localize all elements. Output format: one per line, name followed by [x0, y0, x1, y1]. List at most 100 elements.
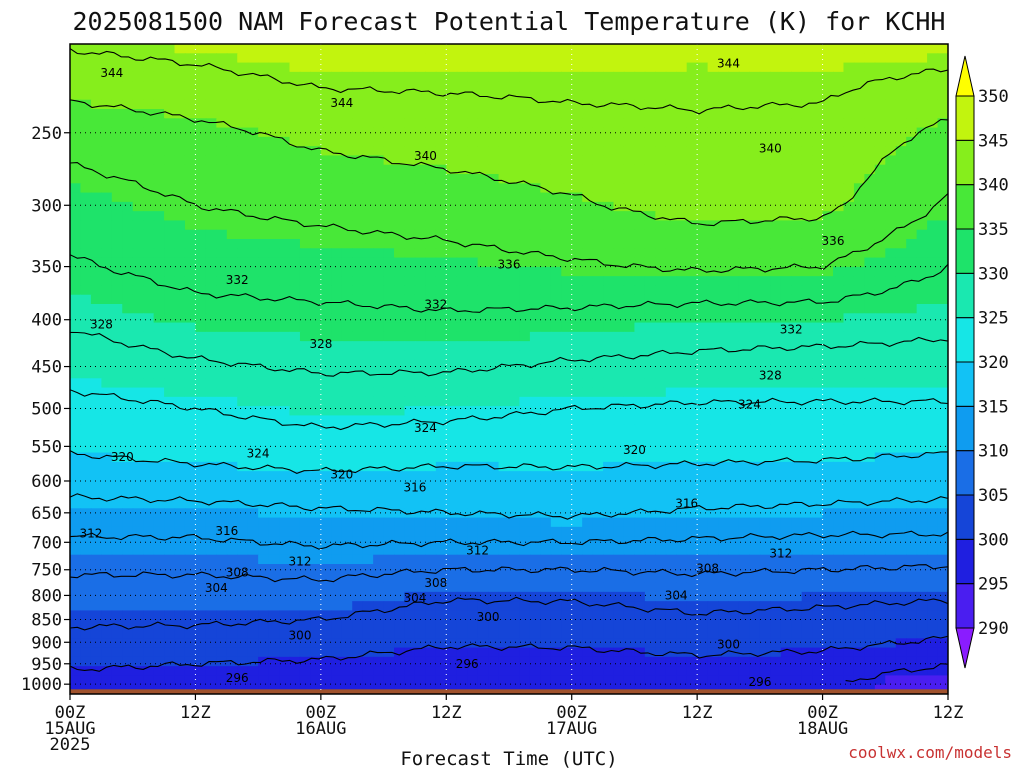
heatmap-cell — [383, 434, 395, 444]
heatmap-cell — [676, 164, 688, 175]
heatmap-cell — [885, 183, 897, 194]
heatmap-cell — [916, 461, 928, 472]
heatmap-cell — [623, 396, 636, 407]
heatmap-cell — [822, 499, 834, 509]
heatmap-cell — [686, 313, 698, 324]
heatmap-cell — [644, 266, 656, 277]
heatmap-cell — [843, 582, 855, 593]
heatmap-cell — [780, 44, 792, 54]
heatmap-cell — [749, 517, 761, 528]
heatmap-cell — [498, 443, 510, 454]
heatmap-cell — [916, 573, 928, 584]
heatmap-cell — [582, 81, 594, 92]
heatmap-cell — [268, 508, 280, 519]
heatmap-cell — [540, 554, 552, 565]
heatmap-cell — [101, 545, 113, 556]
heatmap-cell — [738, 489, 750, 500]
heatmap-cell — [216, 508, 228, 519]
heatmap-cell — [341, 591, 353, 602]
heatmap-cell — [540, 387, 552, 398]
heatmap-cell — [728, 276, 740, 287]
heatmap-cell — [205, 146, 217, 157]
heatmap-cell — [561, 415, 573, 426]
heatmap-cell — [205, 304, 217, 314]
heatmap-cell — [132, 276, 144, 287]
heatmap-cell — [258, 508, 270, 519]
heatmap-cell — [383, 248, 395, 259]
heatmap-cell — [226, 536, 238, 547]
heatmap-cell — [362, 526, 374, 537]
heatmap-cell — [394, 452, 406, 463]
heatmap-cell — [383, 109, 395, 119]
heatmap-cell — [279, 341, 291, 352]
heatmap-cell — [143, 480, 155, 491]
heatmap-cell — [519, 461, 531, 472]
heatmap-cell — [728, 71, 740, 82]
heatmap-cell — [582, 174, 594, 184]
heatmap-cell — [289, 81, 301, 92]
heatmap-cell — [195, 248, 207, 259]
heatmap-cell — [874, 155, 886, 166]
heatmap-cell — [540, 582, 552, 593]
heatmap-cell — [488, 591, 500, 602]
heatmap-cell — [582, 582, 594, 593]
heatmap-cell — [299, 591, 311, 602]
heatmap-cell — [383, 53, 395, 64]
heatmap-cell — [843, 471, 855, 482]
heatmap-cell — [132, 155, 144, 166]
heatmap-cell — [383, 545, 395, 556]
heatmap-cell — [435, 99, 447, 110]
heatmap-cell — [341, 471, 353, 482]
heatmap-cell — [665, 192, 677, 203]
heatmap-cell — [582, 229, 594, 240]
heatmap-cell — [80, 248, 92, 259]
heatmap-cell — [728, 313, 740, 324]
heatmap-cell — [80, 220, 92, 231]
heatmap-cell — [101, 443, 113, 454]
heatmap-cell — [561, 201, 573, 212]
heatmap-cell — [383, 341, 395, 352]
heatmap-cell — [414, 489, 426, 500]
heatmap-cell — [707, 443, 719, 454]
heatmap-cell — [603, 53, 615, 64]
heatmap-cell — [885, 81, 897, 92]
heatmap-cell — [822, 396, 834, 407]
heatmap-cell — [718, 424, 730, 435]
heatmap-cell — [341, 62, 353, 73]
heatmap-cell — [153, 155, 165, 166]
heatmap-cell — [101, 350, 113, 361]
heatmap-cell — [665, 313, 677, 324]
heatmap-cell — [80, 44, 92, 54]
heatmap-cell — [70, 573, 82, 584]
heatmap-cell — [90, 526, 102, 537]
heatmap-cell — [153, 415, 165, 426]
heatmap-cell — [237, 545, 249, 556]
heatmap-cell — [258, 369, 270, 379]
heatmap-cell — [916, 564, 928, 574]
heatmap-cell — [895, 164, 907, 175]
heatmap-cell — [550, 239, 562, 249]
heatmap-cell — [153, 118, 165, 129]
heatmap-cell — [833, 480, 845, 491]
heatmap-cell — [237, 90, 249, 101]
heatmap-cell — [509, 517, 521, 528]
heatmap-cell — [592, 118, 604, 129]
heatmap-cell — [352, 526, 364, 537]
heatmap-cell — [70, 452, 82, 463]
heatmap-cell — [216, 285, 228, 296]
heatmap-cell — [184, 489, 197, 500]
heatmap-cell — [853, 155, 865, 166]
heatmap-cell — [550, 229, 562, 240]
heatmap-cell — [916, 406, 928, 417]
heatmap-cell — [299, 536, 311, 547]
heatmap-cell — [383, 44, 395, 54]
heatmap-cell — [613, 164, 625, 175]
heatmap-cell — [801, 71, 813, 82]
heatmap-cell — [916, 44, 928, 54]
heatmap-cell — [853, 266, 865, 277]
heatmap-cell — [916, 201, 928, 212]
heatmap-cell — [383, 285, 395, 296]
heatmap-cell — [404, 564, 416, 574]
heatmap-cell — [383, 90, 395, 101]
heatmap-cell — [425, 266, 437, 277]
